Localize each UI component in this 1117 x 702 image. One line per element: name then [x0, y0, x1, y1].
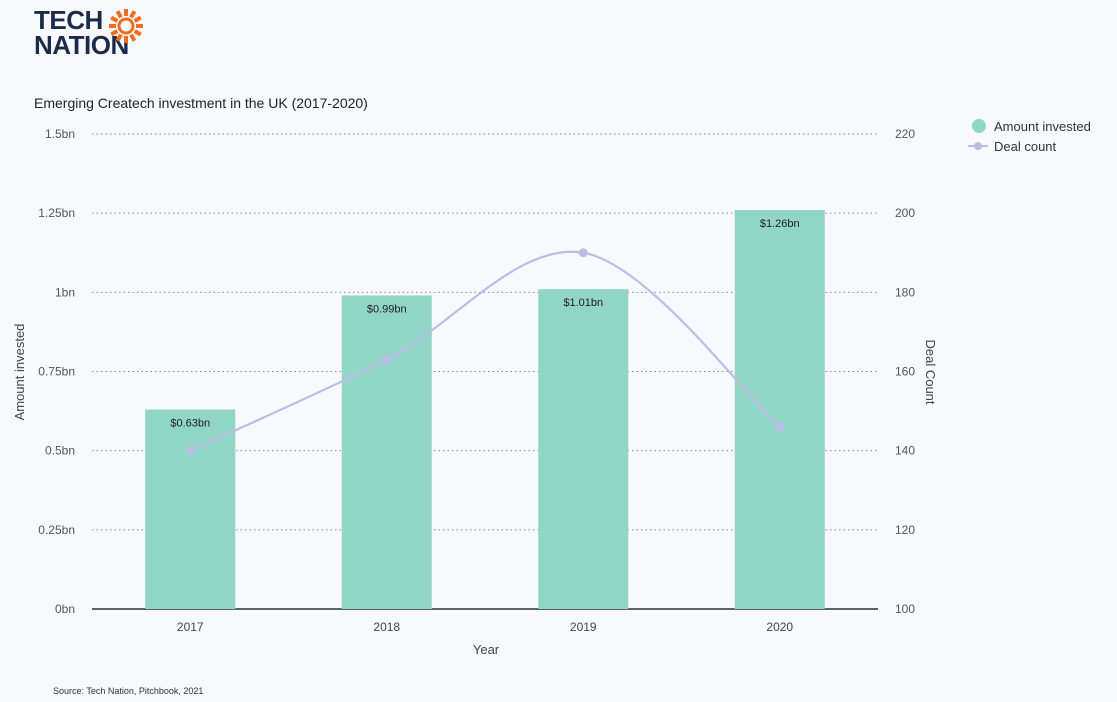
tech-nation-logo: TECH NATION	[34, 5, 154, 68]
x-tick-label: 2017	[177, 620, 204, 634]
x-tick-label: 2018	[373, 620, 400, 634]
bar	[341, 295, 432, 609]
legend-label-amount: Amount invested	[994, 118, 1091, 134]
y-axis-label: Amount invested	[12, 324, 27, 421]
bar	[538, 289, 629, 609]
x-tick-label: 2019	[570, 620, 597, 634]
logo-wordmark: TECH NATION	[34, 5, 154, 60]
bar	[734, 210, 825, 609]
y-tick-label: 0.75bn	[38, 365, 75, 379]
bar-data-label: $0.99bn	[367, 304, 407, 316]
y2-axis-label: Deal Count	[923, 339, 938, 404]
y2-tick-label: 220	[895, 127, 915, 141]
deal-count-point	[775, 422, 785, 432]
logo-line-2: NATION	[34, 30, 129, 60]
legend-swatch-amount	[968, 119, 992, 133]
deal-count-point	[185, 446, 195, 456]
y2-tick-label: 200	[895, 206, 915, 220]
y-tick-label: 0.25bn	[38, 523, 75, 537]
y2-tick-label: 120	[895, 523, 915, 537]
y2-tick-label: 140	[895, 444, 915, 458]
sun-ray	[110, 29, 119, 37]
y-axis-left: 0bn 0.25bn 0.5bn 0.75bn 1bn 1.25bn 1.5bn	[38, 127, 75, 616]
y-tick-label: 1.25bn	[38, 206, 75, 220]
deal-count-line	[189, 250, 781, 452]
legend-item-deal-count[interactable]: Deal count	[968, 136, 1091, 156]
x-axis: 2017 2018 2019 2020	[177, 620, 794, 634]
y2-tick-label: 180	[895, 285, 915, 299]
y2-tick-label: 160	[895, 365, 915, 379]
bar-data-label: $1.26bn	[760, 218, 800, 230]
x-axis-label: Year	[473, 642, 500, 657]
legend-item-amount[interactable]: Amount invested	[968, 116, 1091, 136]
legend: Amount invested Deal count	[968, 116, 1091, 156]
deal-count-point	[578, 248, 588, 258]
sun-ray	[115, 10, 123, 19]
y-tick-label: 0bn	[55, 602, 75, 616]
y-tick-label: 0.5bn	[45, 444, 75, 458]
chart-title: Emerging Createch investment in the UK (…	[34, 95, 368, 111]
bar	[145, 409, 236, 609]
x-tick-label: 2020	[766, 620, 793, 634]
sun-icon	[109, 9, 143, 43]
y-tick-label: 1.5bn	[45, 127, 75, 141]
sun-ray	[115, 33, 123, 42]
deal-count-point	[382, 355, 392, 365]
sun-ray	[129, 33, 137, 42]
y2-tick-label: 100	[895, 602, 915, 616]
sun-ray	[110, 15, 119, 23]
bar-data-label: $0.63bn	[170, 418, 210, 430]
line-series	[185, 248, 785, 456]
legend-swatch-deal-count	[968, 139, 992, 153]
sun-ray	[133, 29, 142, 37]
sun-ray	[133, 15, 142, 23]
source-note: Source: Tech Nation, Pitchbook, 2021	[53, 686, 204, 696]
bar-data-label: $1.01bn	[563, 297, 603, 309]
y-axis-right: 100 120 140 160 180 200 220	[895, 127, 915, 616]
legend-label-deal-count: Deal count	[994, 138, 1057, 154]
y-tick-label: 1bn	[55, 285, 75, 299]
bar-series: $0.63bn $0.99bn $1.01bn $1.26bn	[145, 210, 825, 609]
sun-ray	[129, 10, 137, 19]
logo-line-1: TECH	[34, 5, 103, 35]
